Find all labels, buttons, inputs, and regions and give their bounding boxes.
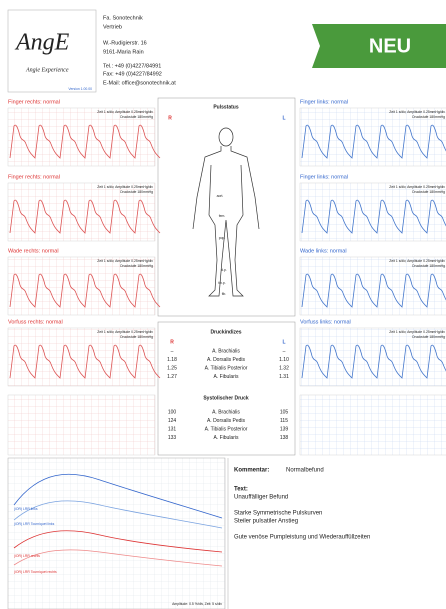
table-cell: 100 [168, 409, 177, 415]
side-left: L [282, 115, 285, 121]
scale-label: Amplitude: 0.5 %/div, Zeit: 5 s/div [172, 602, 222, 606]
table-cell: 139 [280, 426, 289, 432]
comment-line: Gute venöse Pumpleistung und Wiederauffü… [234, 535, 370, 541]
pulsstatus-box [158, 98, 295, 316]
table-cell: A. Tibialis Posterior [205, 365, 248, 371]
site-label: tib.p. [218, 281, 225, 285]
table-cell: 115 [280, 418, 288, 424]
table-cell: A. Dorsalis Pedis [207, 357, 246, 363]
company-line: Vertrieb [103, 24, 122, 30]
panel-label: Finger rechts: normal [8, 99, 60, 105]
logo-subtitle: Angie Experience [25, 67, 69, 73]
panel-info: Zeit 1 s/div, Amplitude 0.25mmHg/div [97, 330, 153, 334]
table-cell: A. Fibularis [213, 374, 239, 380]
table-cell: 1.18 [167, 357, 177, 363]
panel-grid [8, 395, 155, 455]
panel-info: Druckstufe 180mmHg [412, 335, 445, 339]
panel-label: Finger links: normal [300, 99, 348, 105]
table-cell: 105 [280, 409, 289, 415]
side-right: R [168, 115, 172, 121]
badge-text: NEU [369, 35, 411, 57]
panel-info: Zeit 1 s/div, Amplitude 0.25mmHg/div [97, 259, 153, 263]
company-line: W.-Rudigierstr. 16 [103, 40, 147, 46]
company-line: Fax: +49 (0)4227/84992 [103, 71, 162, 77]
table-cell: 1.25 [167, 365, 177, 371]
table-cell: – [283, 348, 286, 354]
report: AngE Angie Experience Version 1.00.00 Fa. S… [0, 0, 446, 609]
section-title: Pulsstatus [213, 104, 239, 110]
panel-info: Zeit 1 s/div, Amplitude 0.25mmHg/div [389, 330, 445, 334]
table-cell: – [171, 348, 174, 354]
logo: AngE [14, 30, 70, 56]
panel-label: Finger rechts: normal [8, 174, 60, 180]
panel-label: Wade rechts: normal [8, 248, 59, 254]
panel-label: Vorfuss links: normal [300, 319, 351, 325]
panel-grid [300, 395, 446, 455]
table-cell: 133 [168, 435, 177, 441]
table-cell: 1.32 [279, 365, 289, 371]
table-cell: 1.31 [279, 374, 289, 380]
side-right: R [170, 339, 174, 345]
curve-label: (iOR) LRR rechts [14, 554, 40, 558]
table-cell: 131 [168, 426, 177, 432]
company-line: Fa. Sonotechnik [103, 15, 143, 21]
comment-label: Kommentar: [234, 468, 269, 474]
panel-info: Druckstufe 180mmHg [412, 190, 445, 194]
panel-label: Wade links: normal [300, 248, 347, 254]
table-cell: 1.27 [167, 374, 177, 380]
version: Version 1.00.00 [68, 87, 92, 91]
company-line: E-Mail: office@sonotechnik.at [103, 80, 176, 86]
panel-info: Druckstufe 180mmHg [412, 115, 445, 119]
table-cell: A. Brachialis [212, 348, 240, 354]
curve-label: (iOR) LRR Tourniquet links [14, 522, 55, 526]
table-cell: 124 [168, 418, 177, 424]
site-label: d.p. [221, 268, 227, 272]
panel-info: Druckstufe 180mmHg [412, 264, 445, 268]
panel-info: Druckstufe 180mmHg [120, 190, 153, 194]
company-line: Tel.: +49 (0)4227/84991 [103, 63, 161, 69]
site-label: fem. [219, 214, 226, 218]
company-line: 9161-Maria Rain [103, 49, 144, 55]
site-label: pop. [219, 236, 226, 240]
panel-info: Zeit 1 s/div, Amplitude 0.25mmHg/div [389, 185, 445, 189]
comment-line: Steiler pulsatiler Anstieg [234, 519, 298, 525]
panel-label: Vorfuss rechts: normal [8, 319, 63, 325]
curve-label: (iOR) LRR Tourniquet rechts [14, 570, 57, 574]
section-title: Druckindizes [210, 329, 241, 335]
site-label: aort. [217, 194, 224, 198]
table-cell: A. Brachialis [212, 409, 240, 415]
panel-info: Druckstufe 180mmHg [120, 264, 153, 268]
side-left: L [282, 339, 285, 345]
comment-line: Starke Symmetrische Pulskurven [234, 511, 322, 517]
table-cell: 1.10 [279, 357, 289, 363]
table-cell: A. Fibularis [213, 435, 239, 441]
panel-info: Zeit 1 s/div, Amplitude 0.25mmHg/div [389, 110, 445, 114]
panel-info: Zeit 1 s/div, Amplitude 0.25mmHg/div [389, 259, 445, 263]
table-cell: A. Tibialis Posterior [205, 426, 248, 432]
panel-info: Druckstufe 180mmHg [120, 115, 153, 119]
table-cell: A. Dorsalis Pedis [207, 418, 246, 424]
curve-label: (iOR) LRR links [14, 507, 38, 511]
section-title: Systolischer Druck [203, 395, 249, 401]
panel-info: Zeit 1 s/div, Amplitude 0.25mmHg/div [97, 185, 153, 189]
text-label: Text: [234, 487, 248, 493]
comment-line: Unauffälliger Befund [234, 495, 288, 501]
panel-label: Finger links: normal [300, 174, 348, 180]
site-label: fib. [222, 292, 227, 296]
table-cell: 138 [280, 435, 289, 441]
panel-info: Zeit 1 s/div, Amplitude 0.25mmHg/div [97, 110, 153, 114]
panel-info: Druckstufe 180mmHg [120, 335, 153, 339]
comment-value: Normalbefund [286, 468, 324, 474]
